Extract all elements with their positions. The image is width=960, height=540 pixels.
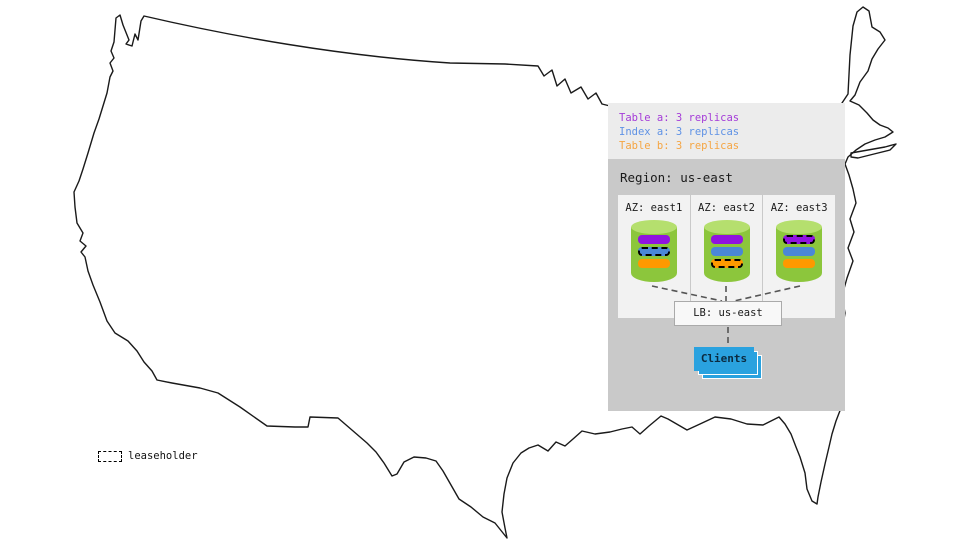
replica-legend: Table a: 3 replicas Index a: 3 replicas … [608, 103, 845, 159]
region-title: Region: us-east [620, 170, 733, 185]
az-zone-east3: AZ: east3 [762, 195, 835, 318]
table-b-replica [783, 259, 816, 268]
az-zone-east1: AZ: east1 [618, 195, 690, 318]
clients-box: Clients [694, 347, 754, 371]
database-cylinder [776, 220, 823, 282]
leaseholder-label: leaseholder [128, 450, 198, 462]
clients-stack: Clients [694, 347, 762, 379]
table-b-replica [710, 259, 743, 268]
table-a-replica [710, 235, 743, 244]
legend-table-b: Table b: 3 replicas [619, 140, 740, 152]
cylinder-top [703, 220, 750, 234]
long-island-outline [850, 143, 897, 159]
legend-table-a: Table a: 3 replicas [619, 112, 740, 124]
az-row: AZ: east1 AZ: east2 [618, 195, 835, 318]
replica-bars [783, 235, 816, 271]
index-a-replica [710, 247, 743, 256]
index-a-replica [637, 247, 670, 256]
table-b-replica [637, 259, 670, 268]
load-balancer-box: LB: us-east [674, 301, 782, 326]
replica-bars [710, 235, 743, 271]
leaseholder-swatch [98, 451, 122, 462]
az-zone-east2: AZ: east2 [689, 195, 763, 318]
az-label: AZ: east1 [625, 202, 683, 214]
replica-bars [637, 235, 670, 271]
az-label: AZ: east3 [770, 202, 828, 214]
cylinder-top [776, 220, 823, 234]
az-label: AZ: east2 [698, 202, 755, 214]
table-a-replica [783, 235, 816, 244]
database-cylinder [703, 220, 750, 282]
table-a-replica [637, 235, 670, 244]
us-map-outline [73, 6, 894, 539]
index-a-replica [783, 247, 816, 256]
legend-index-a: Index a: 3 replicas [619, 126, 740, 138]
cylinder-top [630, 220, 677, 234]
database-cylinder [630, 220, 677, 282]
